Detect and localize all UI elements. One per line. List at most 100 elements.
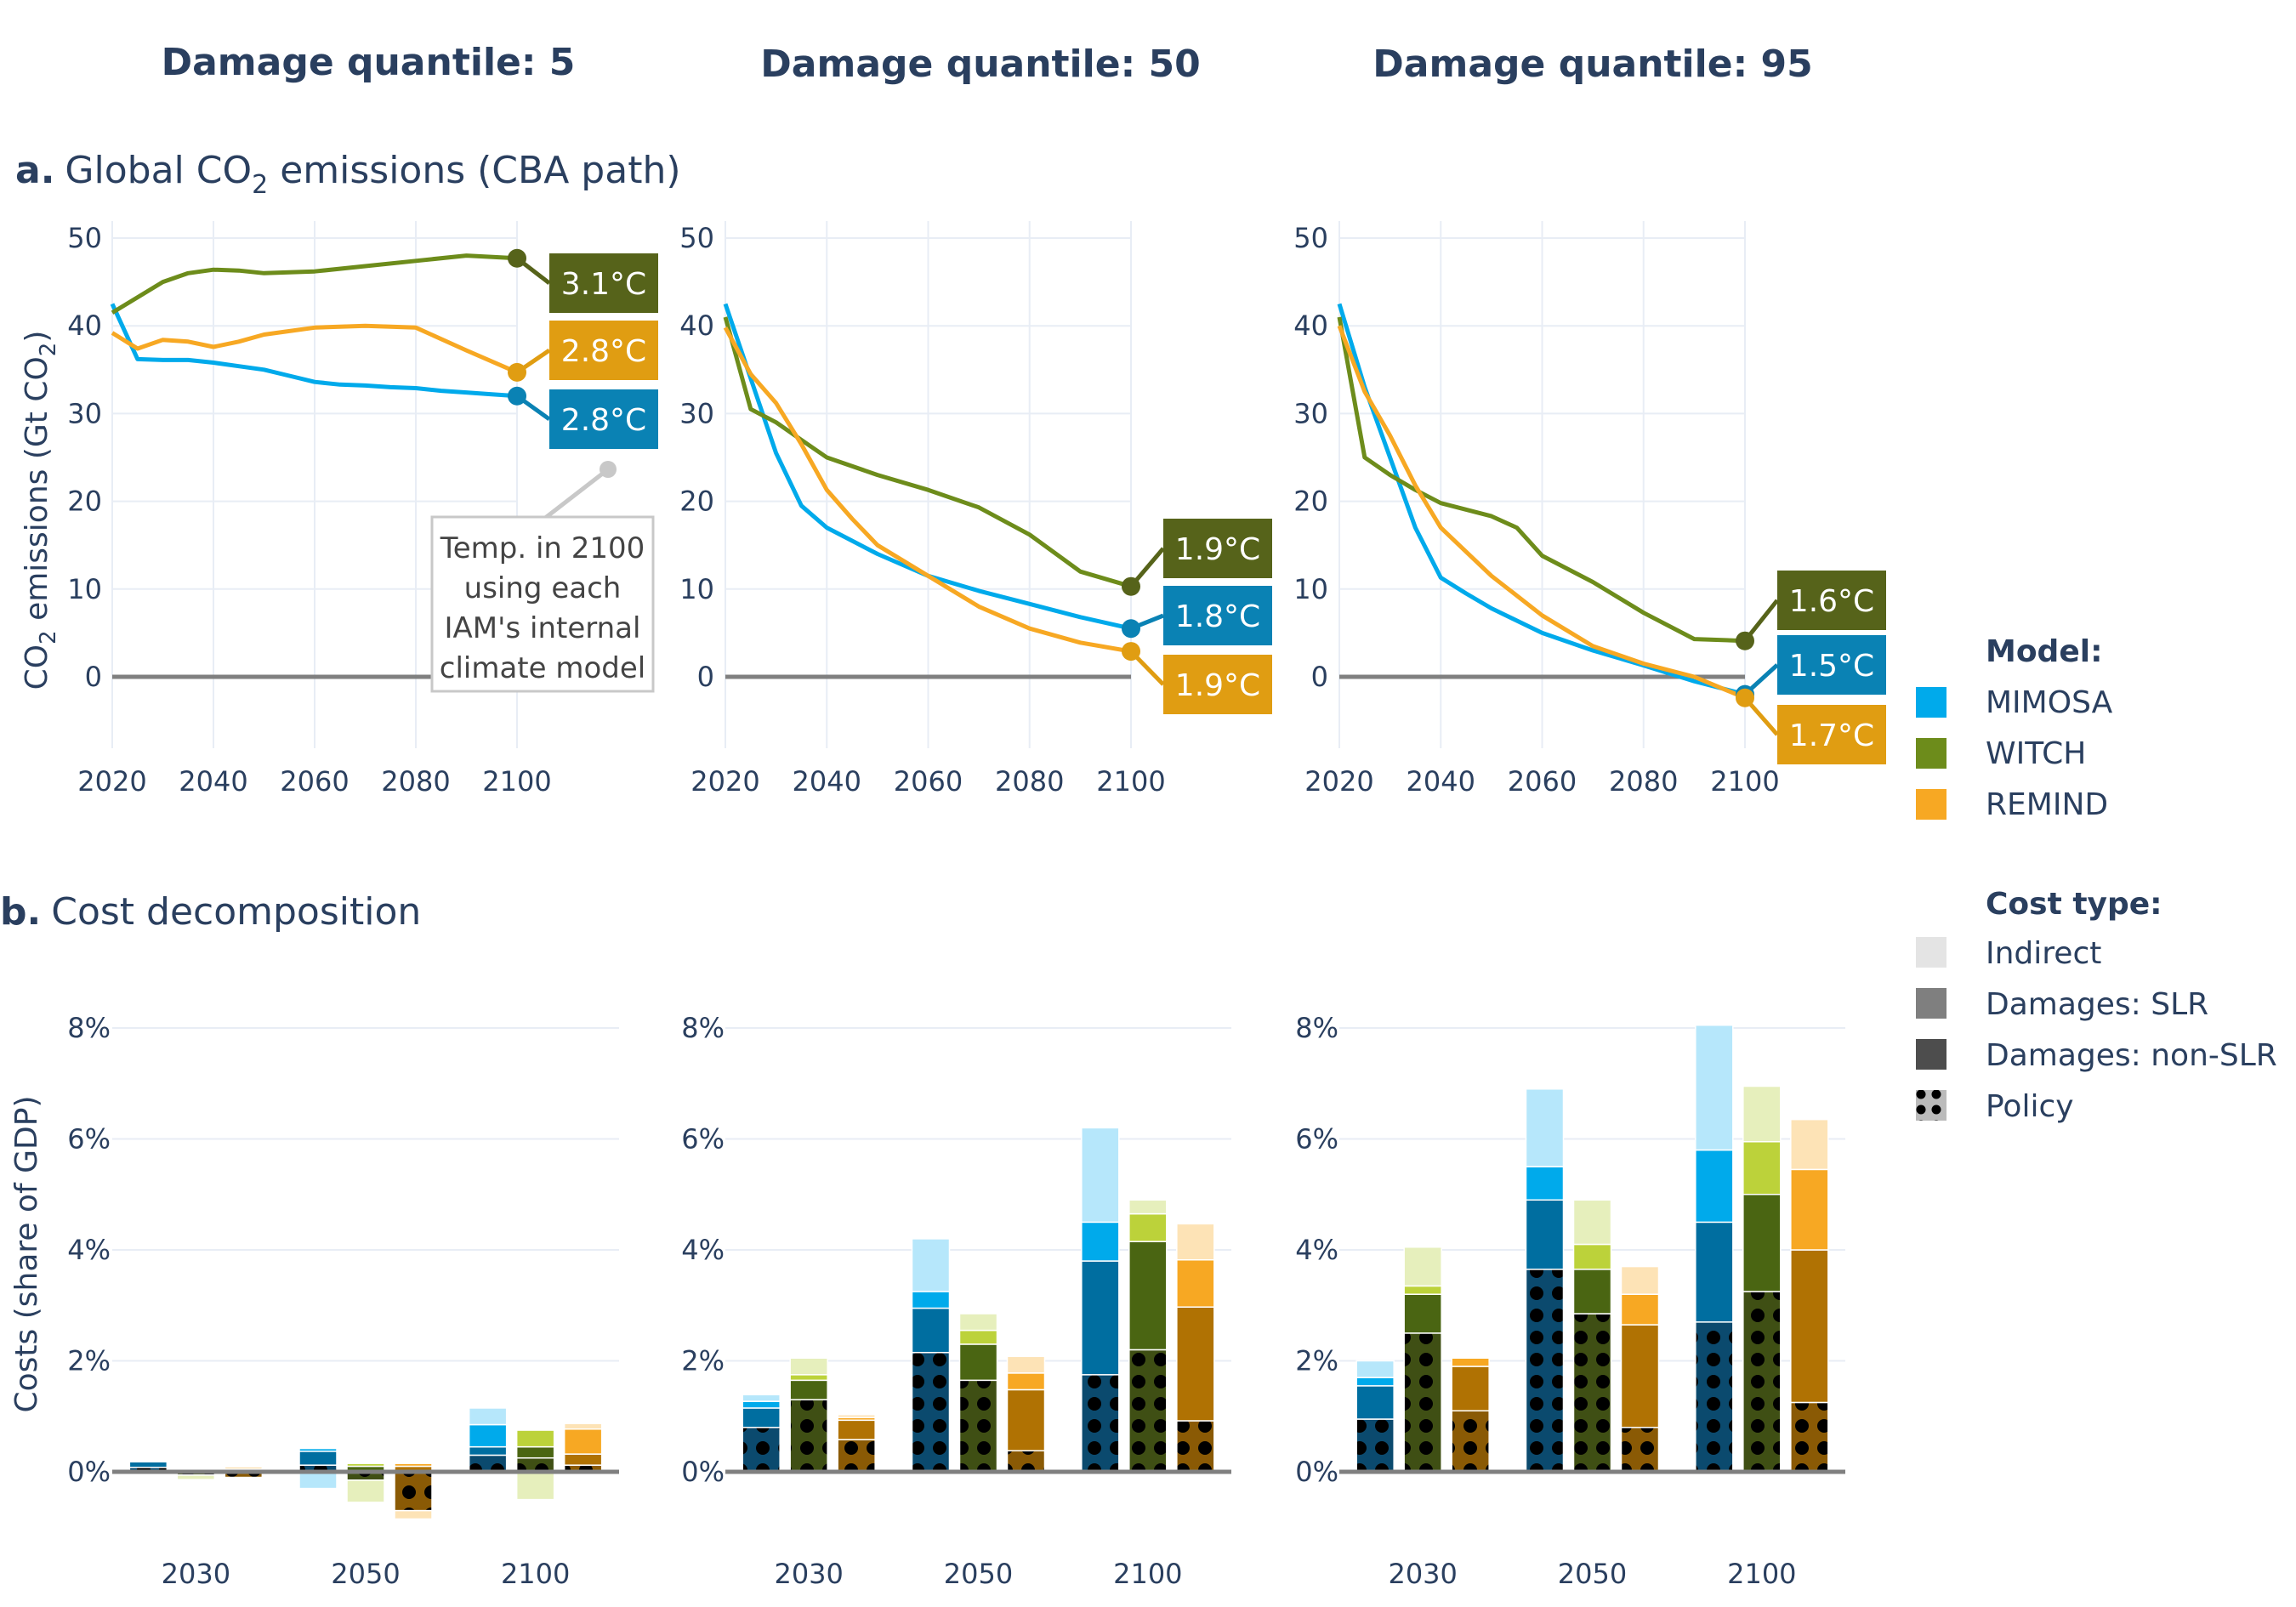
bar-remind-2030-damages-slr (1451, 1357, 1490, 1367)
bar-remind-2100-damages-non-slr (563, 1453, 603, 1466)
annotation-box (430, 515, 655, 693)
bar-mimosa-2030-damages-non-slr (742, 1407, 781, 1428)
x-tick-label-2100: 2100 (501, 1558, 570, 1590)
bar-witch-2050-indirect (346, 1479, 385, 1503)
y-tick-label-8: 8% (67, 1012, 111, 1044)
bar-mimosa-2100-indirect (1081, 1127, 1120, 1224)
bar-mimosa-2030-damages-non-slr (1355, 1385, 1395, 1420)
emissions-panel-2: 2020 2040 2060 2080 2100 0 10 20 30 40 50 1.9°C 1.8°… (679, 221, 1272, 798)
bar-witch-2030-damages-non-slr (789, 1379, 828, 1400)
emissions-panels: 2020 2040 2060 2080 2100010203040503.1°C2.8°… (67, 221, 1886, 798)
bar-witch-2100-damages-slr (1128, 1212, 1168, 1242)
y-tick-label-40: 40 (67, 309, 102, 342)
temp-marker-remind (1736, 688, 1754, 707)
y-tick-label-10: 10 (67, 573, 102, 605)
x-tick-label-2040: 2040 (179, 765, 247, 798)
y-tick-label-40: 40 (679, 309, 714, 342)
legend-swatch-slr (1916, 988, 1946, 1019)
temp-label-mimosa: 2.8°C (561, 403, 646, 438)
bar-mimosa-2050-damages-non-slr (1525, 1199, 1565, 1270)
emissions-line-remind (111, 323, 518, 375)
annotation-line-3: IAM's internal (445, 611, 641, 645)
bar-witch-2100-indirect (1128, 1199, 1168, 1215)
emissions-line-witch (111, 253, 518, 315)
bar-witch-2030-indirect (1403, 1246, 1442, 1287)
legend-model-witch: WITCH (1986, 736, 2086, 771)
x-tick-label-2100: 2100 (482, 765, 551, 798)
temp-marker-witch (1122, 576, 1140, 596)
column-title-q5: Damage quantile: 5 (162, 41, 576, 84)
y-tick-label-50: 50 (679, 222, 714, 254)
bar-mimosa-2030-indirect (1355, 1360, 1395, 1378)
bar-mimosa-2030-damages-slr (742, 1400, 781, 1409)
bar-remind-2050-damages-slr (1620, 1293, 1660, 1326)
section-b-title: b. Cost decomposition (0, 890, 421, 934)
bar-remind-2050-indirect (1006, 1355, 1046, 1374)
bar-witch-2100-damages-non-slr (515, 1445, 555, 1459)
temp-label-remind: 2.8°C (561, 334, 646, 369)
temp-label-box-witch (1163, 519, 1272, 578)
section-a-title-pre: Global CO (65, 149, 252, 192)
temp-label-witch: 1.6°C (1789, 584, 1874, 619)
bar-witch-2050-damages-slr (1572, 1243, 1612, 1270)
emissions-line-witch (1337, 316, 1746, 644)
y-tick-label-2: 2% (67, 1345, 111, 1377)
legend-swatch-non-slr (1916, 1039, 1946, 1070)
legend-model-remind: REMIND (1986, 787, 2108, 822)
bar-remind-2100-policy (1176, 1420, 1215, 1473)
bar-witch-2100-damages-non-slr (1128, 1241, 1168, 1351)
bar-remind-2100-damages-slr (1176, 1258, 1215, 1308)
bar-witch-2050-indirect (1572, 1199, 1612, 1246)
bar-mimosa-2100-damages-slr (468, 1423, 508, 1448)
x-tick-label-2100: 2100 (1710, 765, 1779, 798)
bar-witch-2050-policy (958, 1379, 998, 1473)
annotation-arrow-head (600, 461, 617, 478)
bar-remind-2100-damages-slr (1790, 1168, 1829, 1251)
legend-swatch-mimosa (1916, 687, 1946, 718)
x-tick-label-2040: 2040 (1407, 765, 1475, 798)
y-tick-label-10: 10 (1293, 573, 1328, 605)
bar-remind-2050-damages-slr (1006, 1372, 1046, 1391)
legend-cost-slr: Damages: SLR (1986, 987, 2208, 1022)
bar-remind-2100-policy (1790, 1401, 1829, 1473)
legend-swatch-policy (1916, 1090, 1946, 1121)
x-tick-label-2050: 2050 (331, 1558, 400, 1590)
temp-label-remind: 1.9°C (1175, 668, 1260, 703)
y-tick-label-4: 4% (681, 1234, 725, 1266)
y-tick-label-8: 8% (1295, 1012, 1338, 1044)
y-tick-label-0: 0% (67, 1456, 111, 1488)
bar-mimosa-2100-indirect (1695, 1024, 1734, 1151)
temp-label-box-remind (1777, 705, 1886, 764)
y-tick-label-4: 4% (67, 1234, 111, 1266)
x-tick-label-2100: 2100 (1727, 1558, 1796, 1590)
bar-witch-2100-damages-slr (515, 1429, 555, 1448)
bar-witch-2050-damages-non-slr (1572, 1269, 1612, 1315)
bar-remind-2030-policy (837, 1439, 876, 1473)
bar-mimosa-2050-damages-slr (1525, 1166, 1565, 1201)
bar-remind-2050-indirect (1620, 1265, 1660, 1295)
temp-marker-remind (508, 362, 526, 382)
legend-model-mimosa: MIMOSA (1986, 685, 2113, 720)
bar-mimosa-2050-indirect (911, 1238, 951, 1292)
cost-panel-2: 0% 2% 4% 6% 8% 2030 2050 2100 (681, 1012, 1231, 1590)
bar-mimosa-2050-policy (911, 1351, 951, 1473)
x-tick-label-2100: 2100 (1113, 1558, 1182, 1590)
bar-remind-2100-indirect (1790, 1118, 1829, 1171)
temp-label-box-witch (1777, 571, 1886, 630)
y-tick-label-10: 10 (679, 573, 714, 605)
bar-remind-2050-damages-slr (394, 1462, 433, 1468)
bar-witch-2030-damages-non-slr (1403, 1293, 1442, 1334)
temp-marker-mimosa (1122, 619, 1140, 639)
x-tick-label-2020: 2020 (691, 765, 759, 798)
temp-label-remind: 1.7°C (1789, 718, 1874, 753)
legend-cost-indirect: Indirect (1986, 936, 2101, 971)
bar-remind-2050-policy (394, 1471, 433, 1512)
x-tick-label-2060: 2060 (280, 765, 349, 798)
bar-mimosa-2050-policy (1525, 1269, 1565, 1473)
bar-witch-2050-indirect (958, 1313, 998, 1332)
bar-remind-2050-damages-non-slr (1006, 1388, 1046, 1451)
bar-mimosa-2050-indirect (298, 1471, 338, 1490)
bar-mimosa-2100-damages-non-slr (1081, 1260, 1120, 1376)
temperature-annotation: Temp. in 2100 using each IAM's internal … (430, 461, 655, 693)
